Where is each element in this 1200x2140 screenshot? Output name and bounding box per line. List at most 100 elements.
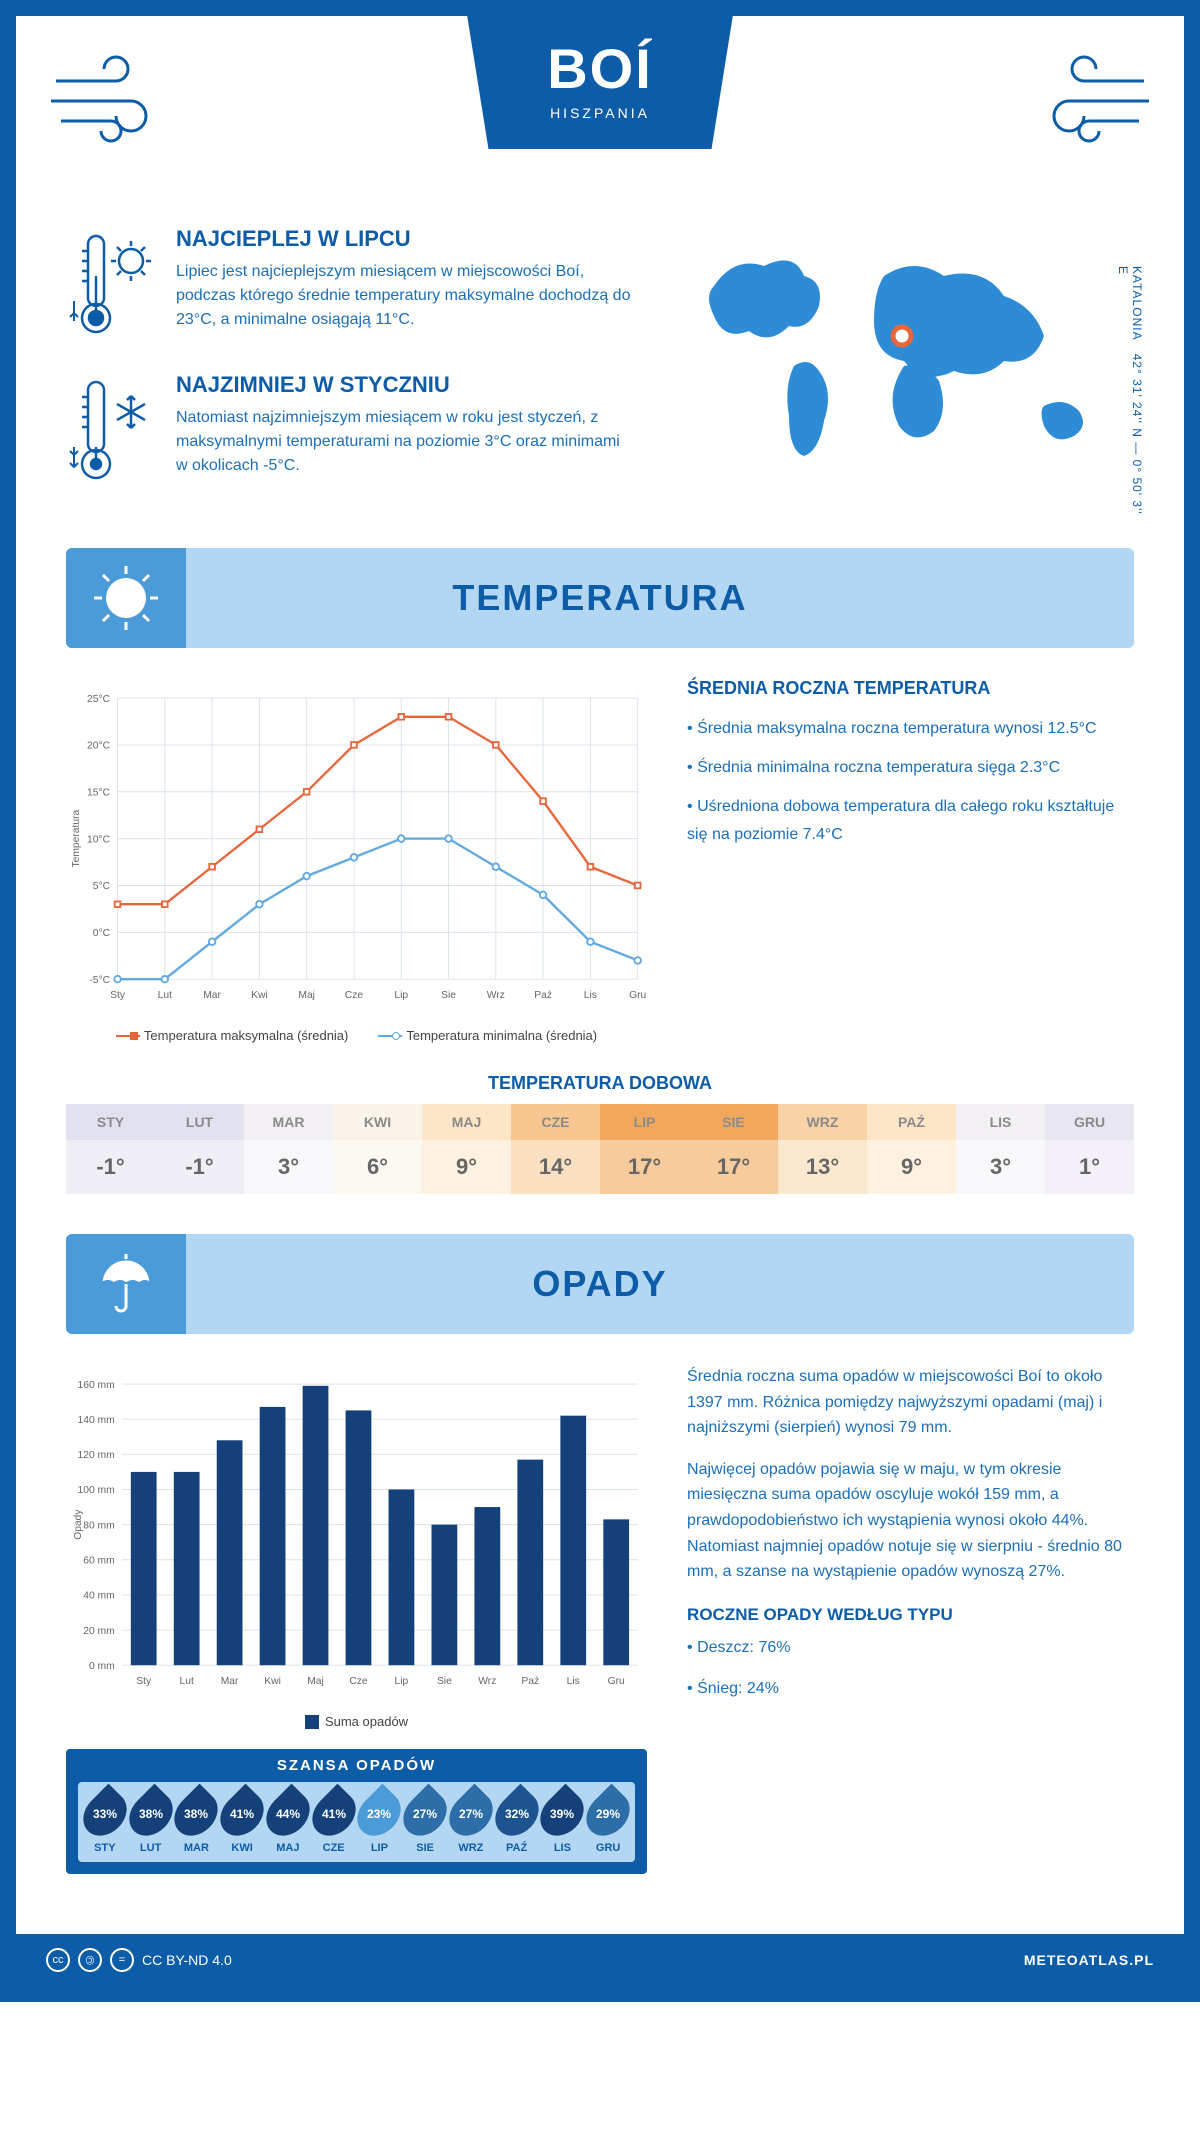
precip-p1: Średnia roczna suma opadów w miejscowośc… (687, 1364, 1134, 1441)
precip-p2: Najwięcej opadów pojawia się w maju, w t… (687, 1457, 1134, 1585)
svg-text:Wrz: Wrz (487, 990, 505, 1001)
chance-title: SZANSA OPADÓW (78, 1757, 635, 1774)
svg-text:100 mm: 100 mm (78, 1485, 115, 1496)
chance-cell: 41%CZE (311, 1790, 357, 1854)
coldest-text: Natomiast najzimniejszym miesiącem w rok… (176, 406, 634, 478)
svg-text:Lut: Lut (158, 990, 172, 1001)
location-title: BOÍ (547, 36, 653, 101)
svg-text:Mar: Mar (221, 1676, 239, 1687)
svg-text:Kwi: Kwi (251, 990, 268, 1001)
header: BOÍ HISZPANIA (16, 16, 1184, 196)
site-credit: METEOATLAS.PL (1024, 1952, 1154, 1968)
location-marker (893, 327, 911, 345)
chance-cell: 29%GRU (585, 1790, 631, 1854)
chance-cell: 33%STY (82, 1790, 128, 1854)
chance-cell: 44%MAJ (265, 1790, 311, 1854)
coldest-title: NAJZIMNIEJ W STYCZNIU (176, 372, 634, 398)
daily-cell: KWI6° (333, 1104, 422, 1194)
title-ribbon: BOÍ HISZPANIA (467, 16, 733, 149)
chance-cell: 38%MAR (174, 1790, 220, 1854)
daily-cell: WRZ13° (778, 1104, 867, 1194)
chance-cell: 32%PAŹ (494, 1790, 540, 1854)
chance-cell: 23%LIP (357, 1790, 403, 1854)
daily-cell: MAJ9° (422, 1104, 511, 1194)
svg-text:-5°C: -5°C (89, 975, 110, 986)
svg-text:Kwi: Kwi (264, 1676, 281, 1687)
svg-text:5°C: 5°C (93, 881, 111, 892)
cc-icon: cc (46, 1948, 70, 1972)
footer: cc 🄯 = CC BY-ND 4.0 METEOATLAS.PL (16, 1934, 1184, 1986)
svg-text:Lip: Lip (394, 990, 408, 1001)
precip-snow: • Śnieg: 24% (687, 1676, 1134, 1702)
daily-cell: CZE14° (511, 1104, 600, 1194)
svg-text:Lis: Lis (567, 1676, 580, 1687)
svg-text:Cze: Cze (345, 990, 364, 1001)
svg-text:Paź: Paź (521, 1676, 539, 1687)
country-subtitle: HISZPANIA (547, 105, 653, 121)
chance-cell: 27%SIE (402, 1790, 448, 1854)
warmest-block: NAJCIEPLEJ W LIPCU Lipiec jest najcieple… (66, 226, 634, 346)
svg-text:Opady: Opady (73, 1509, 84, 1540)
svg-text:20°C: 20°C (87, 741, 111, 752)
svg-text:Lip: Lip (395, 1676, 409, 1687)
coordinates-label: KATALONIA 42° 31' 24'' N — 0° 50' 3'' E (1116, 266, 1144, 518)
svg-text:Gru: Gru (629, 990, 646, 1001)
chance-cell: 39%LIS (540, 1790, 586, 1854)
daily-cell: LIP17° (600, 1104, 689, 1194)
precipitation-title: OPADY (532, 1263, 667, 1305)
svg-text:Paź: Paź (534, 990, 552, 1001)
chance-cell: 27%WRZ (448, 1790, 494, 1854)
precipitation-banner: OPADY (66, 1234, 1134, 1334)
legend-max: Temperatura maksymalna (średnia) (116, 1028, 348, 1043)
precip-rain: • Deszcz: 76% (687, 1635, 1134, 1661)
svg-text:20 mm: 20 mm (83, 1626, 114, 1637)
world-map-block: KATALONIA 42° 31' 24'' N — 0° 50' 3'' E (674, 226, 1134, 518)
precipitation-chance-box: SZANSA OPADÓW 33%STY38%LUT38%MAR41%KWI44… (66, 1749, 647, 1874)
svg-text:0 mm: 0 mm (89, 1661, 115, 1672)
svg-text:Temperatura: Temperatura (71, 809, 82, 867)
license-text: CC BY-ND 4.0 (142, 1952, 232, 1968)
daily-cell: STY-1° (66, 1104, 155, 1194)
svg-text:Maj: Maj (298, 990, 315, 1001)
intro-row: NAJCIEPLEJ W LIPCU Lipiec jest najcieple… (66, 226, 1134, 518)
wind-icon-left (46, 46, 186, 146)
sun-banner-icon (66, 548, 186, 648)
coldest-block: NAJZIMNIEJ W STYCZNIU Natomiast najzimni… (66, 372, 634, 492)
daily-cell: LIS3° (956, 1104, 1045, 1194)
svg-text:Maj: Maj (307, 1676, 324, 1687)
temp-bullet-1: • Średnia maksymalna roczna temperatura … (687, 715, 1134, 742)
svg-text:40 mm: 40 mm (83, 1591, 114, 1602)
svg-text:25°C: 25°C (87, 694, 111, 705)
svg-text:Sty: Sty (110, 990, 126, 1001)
daily-cell: PAŹ9° (867, 1104, 956, 1194)
svg-text:15°C: 15°C (87, 788, 111, 799)
svg-text:140 mm: 140 mm (78, 1415, 115, 1426)
temp-info-title: ŚREDNIA ROCZNA TEMPERATURA (687, 678, 1134, 699)
svg-text:80 mm: 80 mm (83, 1520, 114, 1531)
thermometer-snow-icon (66, 372, 156, 492)
daily-cell: LUT-1° (155, 1104, 244, 1194)
chance-cell: 41%KWI (219, 1790, 265, 1854)
legend-min: Temperatura minimalna (średnia) (378, 1028, 597, 1043)
legend-sum: Suma opadów (305, 1714, 408, 1729)
temperature-info: ŚREDNIA ROCZNA TEMPERATURA • Średnia mak… (687, 678, 1134, 1043)
precip-type-title: ROCZNE OPADY WEDŁUG TYPU (687, 1605, 1134, 1625)
svg-text:Lis: Lis (584, 990, 597, 1001)
daily-temp-title: TEMPERATURA DOBOWA (66, 1073, 1134, 1094)
by-icon: 🄯 (78, 1948, 102, 1972)
chance-cell: 38%LUT (128, 1790, 174, 1854)
temp-bullet-3: • Uśredniona dobowa temperatura dla całe… (687, 793, 1134, 847)
temperature-title: TEMPERATURA (452, 577, 747, 619)
svg-text:60 mm: 60 mm (83, 1556, 114, 1567)
svg-text:Sty: Sty (136, 1676, 152, 1687)
nd-icon: = (110, 1948, 134, 1972)
temperature-banner: TEMPERATURA (66, 548, 1134, 648)
precipitation-info: Średnia roczna suma opadów w miejscowośc… (687, 1364, 1134, 1874)
svg-text:Sie: Sie (437, 1676, 452, 1687)
svg-text:Wrz: Wrz (478, 1676, 496, 1687)
daily-cell: MAR3° (244, 1104, 333, 1194)
svg-text:160 mm: 160 mm (78, 1380, 115, 1391)
thermometer-sun-icon (66, 226, 156, 346)
daily-temp-table: STY-1°LUT-1°MAR3°KWI6°MAJ9°CZE14°LIP17°S… (66, 1104, 1134, 1194)
temperature-line-chart: -5°C0°C5°C10°C15°C20°C25°CStyLutMarKwiMa… (66, 678, 647, 1043)
